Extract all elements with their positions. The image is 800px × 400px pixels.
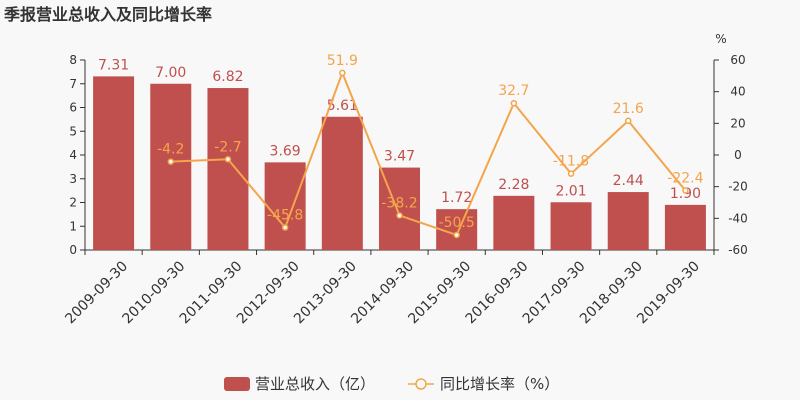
- legend-bar-label: 营业总收入（亿）: [255, 375, 375, 393]
- left-axis-tick-label: 6: [69, 101, 77, 115]
- left-axis-tick-label: 4: [69, 148, 77, 162]
- left-axis-tick-label: 0: [69, 243, 77, 257]
- revenue-bar[interactable]: [607, 192, 649, 250]
- revenue-bar-label: 7.31: [98, 57, 129, 73]
- growth-point-label: -11.8: [553, 154, 589, 170]
- revenue-bar-label: 3.69: [270, 143, 301, 159]
- bar-series: 7.31 7.00 6.82 3.69 5.61 3.47 1.72 2.28 2.01 2.44…: [93, 57, 706, 251]
- legend-bar-swatch: [224, 377, 250, 391]
- growth-point-label: -45.8: [267, 208, 303, 224]
- right-axis-tick-label: 0: [734, 148, 742, 162]
- right-axis-tick-label: 20: [730, 116, 745, 130]
- legend[interactable]: 营业总收入（亿） 同比增长率（%）: [224, 375, 559, 393]
- left-axis-tick-label: 7: [69, 77, 77, 91]
- growth-point[interactable]: [510, 99, 518, 107]
- revenue-bar-label: 2.01: [555, 183, 586, 199]
- growth-point-label: -38.2: [381, 195, 417, 211]
- right-axis-tick-label: -20: [728, 180, 748, 194]
- right-axis-tick-label: -40: [728, 211, 748, 225]
- legend-line-label: 同比增长率（%）: [440, 375, 559, 393]
- revenue-bar[interactable]: [150, 83, 192, 250]
- growth-point[interactable]: [624, 117, 632, 125]
- growth-point-label: 32.7: [498, 83, 529, 99]
- right-axis-unit: %: [715, 32, 726, 46]
- legend-line-marker: [415, 378, 427, 390]
- revenue-bar[interactable]: [93, 76, 135, 250]
- revenue-bar-label: 3.47: [384, 149, 415, 165]
- left-axis-tick-label: 5: [69, 124, 77, 138]
- growth-point-label: -50.5: [439, 215, 475, 231]
- growth-point[interactable]: [682, 187, 689, 194]
- growth-point[interactable]: [453, 231, 460, 239]
- left-axis-tick-label: 3: [69, 172, 77, 186]
- growth-point[interactable]: [339, 69, 346, 77]
- revenue-bar-label: 5.61: [327, 98, 358, 114]
- right-axis-tick-label: 40: [730, 85, 745, 99]
- growth-point-label: 21.6: [613, 101, 644, 117]
- growth-point[interactable]: [396, 212, 403, 219]
- growth-point-label: -2.7: [214, 139, 241, 155]
- growth-point[interactable]: [167, 158, 175, 165]
- growth-point[interactable]: [224, 156, 232, 163]
- growth-point-label: -22.4: [667, 170, 703, 186]
- revenue-bar-label: 1.72: [441, 190, 472, 206]
- growth-point-label: 51.9: [327, 53, 358, 69]
- left-axis-tick-label: 8: [69, 53, 77, 67]
- left-axis-tick-label: 2: [69, 196, 77, 210]
- revenue-bar-label: 2.44: [613, 173, 644, 189]
- revenue-bar-label: 1.90: [670, 186, 701, 202]
- revenue-bar[interactable]: [550, 202, 592, 250]
- x-axis-tick-labels: 2009-09-302010-09-302011-09-302012-09-30…: [62, 258, 703, 327]
- growth-line-series: -4.2 -2.7 -45.8 51.9 -38.2 -50.5 32.7 -11.8 21.6…: [157, 53, 704, 239]
- left-axis-tick-label: 1: [69, 219, 77, 233]
- growth-point-label: -4.2: [157, 142, 184, 158]
- growth-point[interactable]: [281, 224, 289, 231]
- revenue-bar[interactable]: [207, 88, 249, 251]
- growth-line: [170, 70, 687, 237]
- right-axis-tick-label: -60: [728, 243, 748, 257]
- right-axis-tick-label: 60: [730, 53, 745, 67]
- revenue-bar-label: 6.82: [212, 69, 243, 85]
- revenue-bar-label: 7.00: [155, 65, 186, 81]
- revenue-bar[interactable]: [264, 162, 306, 250]
- revenue-bar-label: 2.28: [498, 177, 529, 193]
- revenue-bar[interactable]: [493, 195, 535, 250]
- revenue-bar[interactable]: [664, 204, 706, 250]
- revenue-bar[interactable]: [321, 116, 363, 250]
- growth-point[interactable]: [567, 170, 575, 177]
- chart-title: 季报营业总收入及同比增长率: [3, 5, 212, 24]
